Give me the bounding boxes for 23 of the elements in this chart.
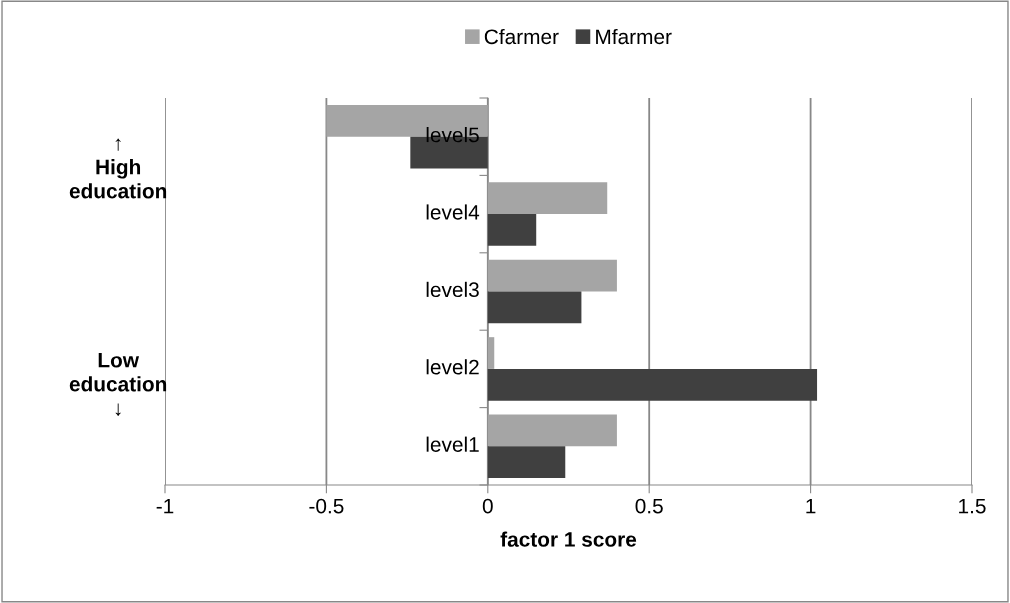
y-tick-label: level2 xyxy=(426,359,479,375)
x-tick-label: 0 xyxy=(482,498,493,514)
bar xyxy=(487,259,617,292)
x-axis-title: factor 1 score xyxy=(500,531,637,547)
x-tick-label: 1 xyxy=(806,498,816,514)
annotation: ↑ High education xyxy=(69,138,167,199)
x-tick-label: -0.5 xyxy=(309,498,344,514)
bar xyxy=(487,214,537,246)
legend-label: Cfarmer xyxy=(484,28,559,45)
x-tick-label: -1 xyxy=(156,498,174,514)
bar xyxy=(487,182,608,215)
bar xyxy=(487,446,566,479)
bar xyxy=(487,414,617,447)
legend-label: Mfarmer xyxy=(596,28,672,45)
y-tick-label: level3 xyxy=(426,281,479,298)
x-tick-label: 1.5 xyxy=(959,498,986,514)
x-tick-label: 0.5 xyxy=(635,498,663,514)
bar xyxy=(487,291,582,324)
y-tick-label: level1 xyxy=(426,436,479,452)
annotation: Low education ↓ xyxy=(69,353,167,416)
y-tick-label: level4 xyxy=(426,204,480,220)
bar xyxy=(487,337,495,369)
bar xyxy=(487,368,818,401)
